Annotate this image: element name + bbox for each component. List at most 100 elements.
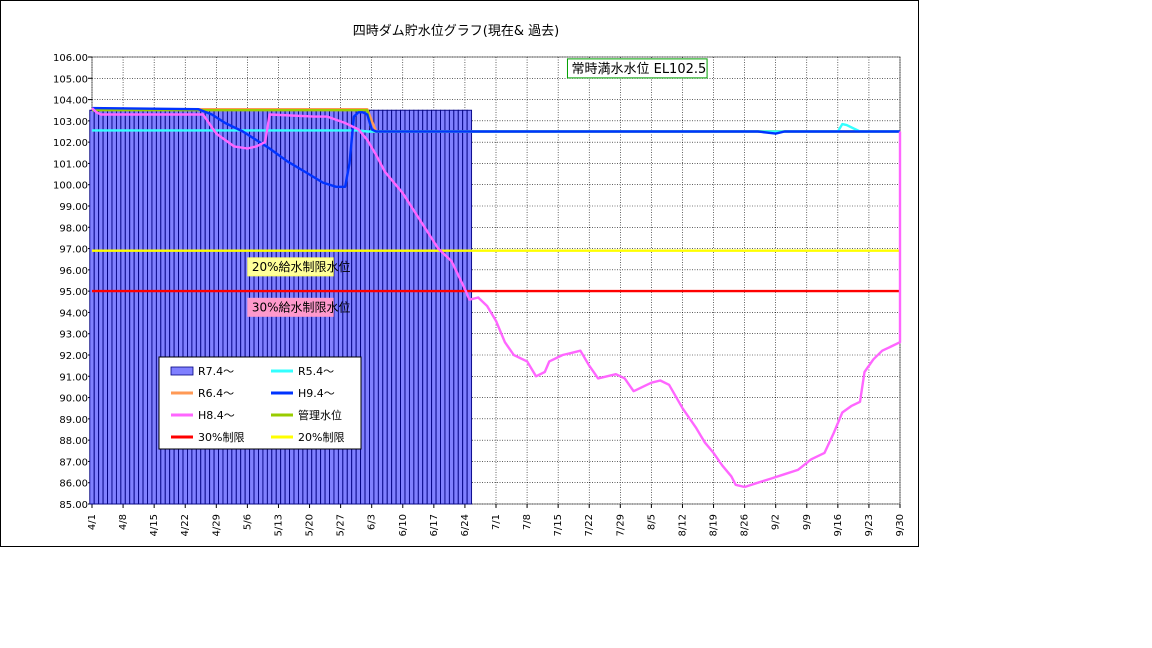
bar-r7 <box>133 109 140 505</box>
y-tick-label: 93.00 <box>59 330 88 341</box>
y-tick-label: 89.00 <box>59 415 88 426</box>
bar-r7 <box>138 109 144 505</box>
bar-r7 <box>426 109 433 505</box>
x-tick-label: 4/8 <box>118 514 129 530</box>
x-tick-label: 5/6 <box>242 514 253 530</box>
bar-r7 <box>431 109 437 505</box>
x-tick-label: 7/29 <box>615 514 626 536</box>
bar-r7 <box>462 109 468 505</box>
y-tick-label: 99.00 <box>59 202 88 213</box>
bar-r7 <box>408 109 415 505</box>
x-tick-label: 4/15 <box>149 514 160 536</box>
bar-r7 <box>466 109 473 505</box>
bar-r7 <box>120 109 126 505</box>
bar-r7 <box>400 109 406 505</box>
x-tick-label: 6/24 <box>460 514 471 536</box>
legend-label: R5.4～ <box>298 365 334 378</box>
bar-r7 <box>111 109 117 505</box>
bar-r7 <box>364 109 370 505</box>
x-tick-label: 7/1 <box>491 514 502 530</box>
legend-label: 管理水位 <box>298 408 342 422</box>
bar-r7 <box>107 109 113 505</box>
x-tick-label: 8/26 <box>740 514 751 536</box>
y-tick-label: 92.00 <box>59 351 88 362</box>
bar-r7 <box>102 109 108 505</box>
chart-frame: 四時ダム貯水位グラフ(現在& 過去) 85.00 86.00 87.00 88.00 8… <box>0 0 919 547</box>
bar-r7 <box>417 109 424 505</box>
bar-r7 <box>448 109 455 505</box>
x-tick-label: 4/22 <box>180 514 191 536</box>
bar-r7 <box>422 109 428 505</box>
bar-r7 <box>142 109 148 505</box>
bar-r7 <box>444 109 450 505</box>
x-tick-label: 9/23 <box>864 514 875 536</box>
x-tick-label: 7/15 <box>553 514 564 536</box>
series-line-h9 <box>91 106 900 189</box>
bar-r7 <box>89 109 95 505</box>
y-tick-label: 103.00 <box>53 117 88 128</box>
x-tick-label: 5/20 <box>305 514 316 536</box>
bar-r7 <box>115 109 122 505</box>
bar-r7 <box>453 109 459 505</box>
chart-svg: 四時ダム貯水位グラフ(現在& 過去) 85.00 86.00 87.00 88.00 8… <box>53 24 906 536</box>
bar-r7 <box>124 109 131 505</box>
y-tick-label: 100.00 <box>53 181 88 192</box>
y-tick-label: 104.00 <box>53 96 88 107</box>
legend-label: R6.4～ <box>198 387 234 400</box>
legend-label: H8.4～ <box>198 409 235 422</box>
bar-r7 <box>369 109 375 505</box>
y-tick-label: 88.00 <box>59 436 88 447</box>
x-tick-label: 8/5 <box>646 514 657 530</box>
y-tick-labels: 85.00 86.00 87.00 88.00 89.00 90.00 91.00 92.00… <box>53 53 88 511</box>
annotation-box <box>247 297 334 317</box>
bar-r7 <box>98 109 104 505</box>
x-tick-label: 5/13 <box>273 514 284 536</box>
x-tick-label: 7/22 <box>584 514 595 536</box>
x-tick-label: 7/8 <box>522 514 533 530</box>
x-tick-label: 9/2 <box>771 514 782 530</box>
x-tick-label: 8/12 <box>677 514 688 536</box>
bar-r7 <box>377 109 384 505</box>
annotation-text: 30%給水制限水位 <box>252 299 351 314</box>
bar-r7 <box>391 109 397 505</box>
bar-r7 <box>93 109 100 505</box>
bar-r7 <box>147 109 153 505</box>
bar-r7 <box>404 109 410 505</box>
bar-r7 <box>129 109 135 505</box>
legend-label: 20%制限 <box>298 431 344 444</box>
series-line-h8 <box>91 107 902 489</box>
y-tick-label: 87.00 <box>59 457 88 468</box>
x-tick-label: 9/30 <box>895 514 906 536</box>
y-tick-label: 95.00 <box>59 287 88 298</box>
annotation-box <box>566 58 708 79</box>
bar-r7 <box>457 109 464 505</box>
line-series <box>91 106 902 489</box>
bar-r7 <box>151 109 157 505</box>
y-tick-label: 86.00 <box>59 479 88 490</box>
x-tick-labels: 4/1 4/8 4/15 4/22 4/29 5/6 5/13 5/20 5/27 6/3 6/10… <box>87 514 906 536</box>
chart-title: 四時ダム貯水位グラフ(現在& 過去) <box>353 24 559 39</box>
bar-r7 <box>440 109 446 505</box>
bar-r7 <box>413 109 419 505</box>
y-tick-label: 97.00 <box>59 245 88 256</box>
bar-r7 <box>395 109 401 505</box>
y-tick-label: 85.00 <box>59 500 88 511</box>
y-tick-label: 90.00 <box>59 394 88 405</box>
bar-r7 <box>386 109 393 505</box>
x-tick-label: 8/19 <box>709 514 720 536</box>
x-tick-label: 4/1 <box>87 514 98 530</box>
x-tick-label: 9/16 <box>833 514 844 536</box>
y-tick-label: 106.00 <box>53 53 88 64</box>
legend-label: H9.4～ <box>298 387 335 400</box>
annotation-text: 20%給水制限水位 <box>252 259 351 274</box>
x-tick-label: 6/3 <box>367 514 378 530</box>
legend-swatch <box>170 366 194 376</box>
y-tick-label: 102.00 <box>53 138 88 149</box>
bar-r7 <box>373 109 379 505</box>
legend-label: 30%制限 <box>198 431 244 444</box>
y-tick-label: 105.00 <box>53 74 88 85</box>
y-tick-label: 96.00 <box>59 266 88 277</box>
x-tick-label: 5/27 <box>336 514 347 536</box>
x-tick-label: 6/17 <box>429 514 440 536</box>
annotation-box <box>247 257 334 277</box>
